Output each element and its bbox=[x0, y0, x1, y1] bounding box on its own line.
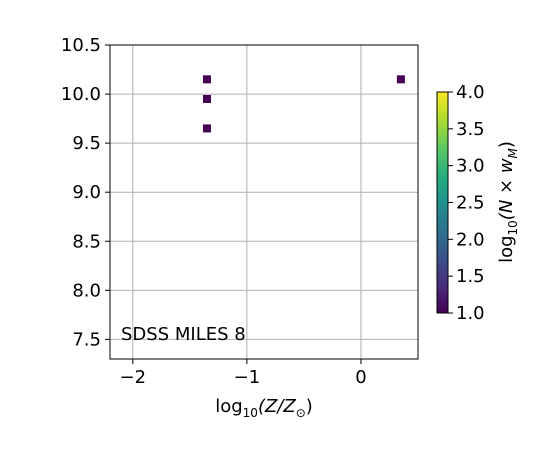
colorbar-label-subscript: 10 bbox=[506, 220, 520, 235]
x-axis-label-close: ) bbox=[306, 396, 313, 417]
colorbar-label-close: ) bbox=[496, 141, 517, 148]
y-tick-label: 7.5 bbox=[72, 329, 101, 350]
colorbar-label-base: log bbox=[496, 235, 517, 262]
x-tick-label: 0 bbox=[355, 367, 366, 388]
x-axis-label-base: log bbox=[215, 396, 242, 417]
colorbar-tick-label: 4.0 bbox=[456, 82, 485, 103]
colorbar bbox=[436, 91, 449, 314]
grid-lines bbox=[110, 44, 418, 359]
x-axis-ticks: −2 −1 0 bbox=[120, 359, 367, 388]
y-tick-label: 9.0 bbox=[72, 182, 101, 203]
colorbar-tick-label: 2.0 bbox=[456, 229, 485, 250]
colorbar-tick-label: 3.5 bbox=[456, 119, 485, 140]
y-tick-label: 10.0 bbox=[61, 84, 101, 105]
x-tick-label: −2 bbox=[120, 367, 147, 388]
data-point bbox=[202, 94, 211, 103]
y-tick-label: 10.5 bbox=[61, 35, 101, 56]
x-axis-label-body: (Z/Z bbox=[258, 396, 296, 417]
x-axis-label-subscript: 10 bbox=[243, 406, 258, 420]
y-tick-label: 8.5 bbox=[72, 231, 101, 252]
data-point bbox=[396, 75, 405, 84]
annotation: SDSS MILES 8 bbox=[121, 324, 246, 345]
colorbar-tick-label: 2.5 bbox=[456, 193, 485, 214]
colorbar-label-body: (N × w bbox=[496, 158, 517, 220]
colorbar-ticks: 1.0 1.5 2.0 2.5 3.0 3.5 4.0 bbox=[448, 82, 485, 324]
colorbar-tick-label: 1.0 bbox=[456, 303, 485, 324]
colorbar-tick-label: 3.0 bbox=[456, 156, 485, 177]
data-points bbox=[202, 75, 405, 133]
y-tick-label: 9.5 bbox=[72, 133, 101, 154]
x-axis-label-sun: ⊙ bbox=[296, 406, 306, 420]
colorbar-label: log10(N × wM) bbox=[496, 141, 520, 263]
plot-area bbox=[109, 44, 419, 360]
y-axis-ticks: 7.5 8.0 8.5 9.0 9.5 10.0 10.5 bbox=[61, 35, 110, 350]
data-point bbox=[202, 75, 211, 84]
colorbar-tick-label: 1.5 bbox=[456, 266, 485, 287]
x-tick-label: −1 bbox=[234, 367, 261, 388]
colorbar-label-msub: M bbox=[506, 147, 520, 158]
x-axis-label: log10(Z/Z⊙) bbox=[215, 396, 313, 420]
y-tick-label: 8.0 bbox=[72, 280, 101, 301]
data-point bbox=[202, 124, 211, 133]
